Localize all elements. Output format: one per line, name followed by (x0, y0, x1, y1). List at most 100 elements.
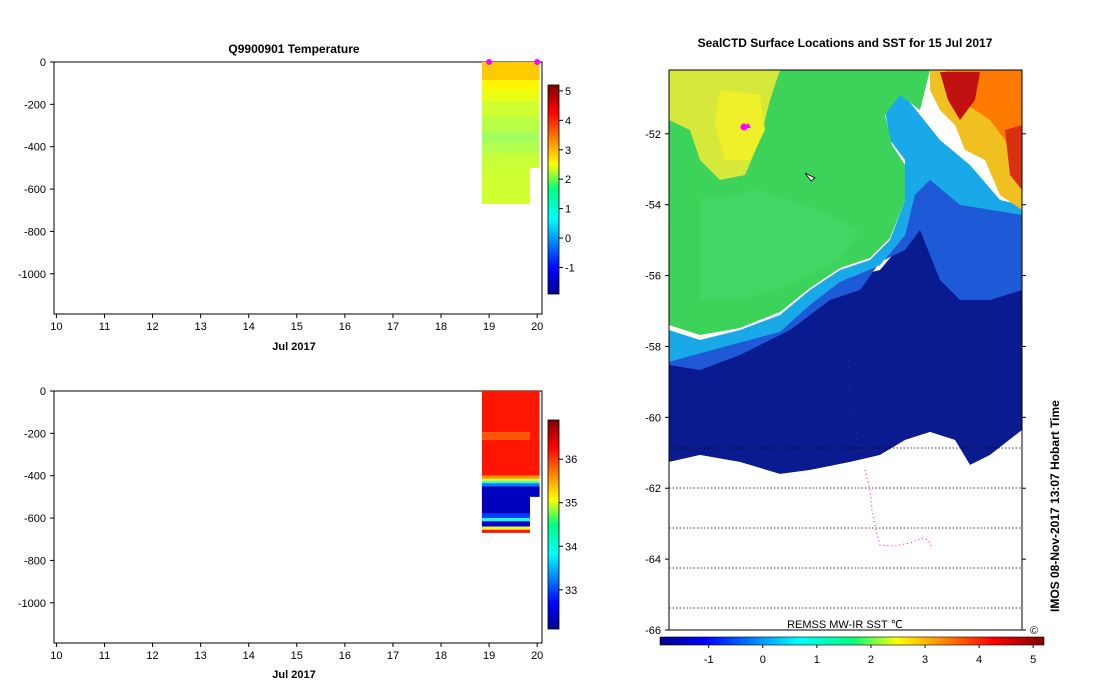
y-tick-label: -400 (24, 142, 46, 154)
heatmap-cell (529, 478, 540, 481)
x-tick-label: 14 (243, 650, 255, 662)
heatmap-cell (481, 526, 530, 530)
x-tick-label: 10 (50, 321, 62, 333)
y-tick-label: 0 (40, 57, 46, 69)
sst-field (669, 70, 1022, 630)
heatmap-cell (481, 432, 530, 440)
surface-markers (486, 59, 541, 65)
seal-position-marker (745, 123, 751, 128)
x-tick-label: 15 (291, 321, 303, 333)
heatmap-cell (481, 481, 530, 484)
sst-map-panel: SealCTD Surface Locations and SST for 15… (645, 36, 1062, 666)
map-y-tick-label: -54 (645, 200, 661, 212)
x-tick-label: 13 (195, 321, 207, 333)
temperature-panel: Q9900901 Temperature 10 11 12 13 14 15 16 17 18 1… (18, 42, 575, 353)
heatmap-cell (529, 80, 540, 90)
y-tick-label: -200 (24, 428, 46, 440)
y-tick-label: -200 (24, 99, 46, 111)
salinity-xlabel: Jul 2017 (272, 669, 315, 681)
x-tick-label: 11 (99, 321, 110, 333)
x-tick-label: 16 (339, 650, 351, 662)
temperature-colorbar (547, 84, 560, 295)
heatmap-cell (529, 62, 540, 80)
heatmap-cell (529, 483, 540, 487)
seal-position-marker (740, 123, 748, 131)
copyright-mark: © (1030, 625, 1038, 637)
colorbar-tick-label: 0 (565, 233, 571, 245)
y-tick-label: -600 (24, 513, 46, 525)
temperature-y-axis: 0 -200 -400 -600 -800 -1000 (18, 57, 54, 281)
x-tick-label: 13 (195, 650, 207, 662)
y-tick-label: -1000 (18, 598, 46, 610)
temperature-colorbar-ticks: 5 4 3 2 1 0 -1 (559, 86, 575, 275)
colorbar-tick-label: 35 (565, 498, 577, 510)
colorbar-tick-label: 3 (565, 145, 571, 157)
heatmap-cell (481, 475, 530, 479)
x-tick-label: 18 (435, 321, 447, 333)
map-colorbar-tick-label: 5 (1030, 654, 1036, 666)
heatmap-cell (481, 478, 530, 481)
heatmap-cell (481, 62, 530, 80)
heatmap-cell (529, 89, 540, 102)
heatmap-cell (481, 131, 530, 143)
colorbar-tick-label: 2 (565, 174, 571, 186)
x-tick-label: 14 (243, 321, 255, 333)
map-y-tick-label: -52 (645, 129, 661, 141)
y-tick-label: -800 (24, 226, 46, 238)
heatmap-cell (481, 391, 530, 433)
x-tick-label: 11 (99, 650, 110, 662)
map-colorbar-tick-label: 4 (976, 654, 982, 666)
salinity-y-axis: 0 -200 -400 -600 -800 -1000 (18, 386, 54, 610)
colorbar-tick-label: 36 (565, 454, 577, 466)
colorbar-tick-label: 33 (565, 585, 577, 597)
heatmap-cell (529, 391, 540, 476)
map-gridlines (669, 447, 1022, 609)
heatmap-cell (481, 518, 530, 522)
map-colorbar-ticks: -1012345687072747678808284 (704, 645, 1036, 666)
heatmap-cell (529, 153, 540, 168)
x-tick-label: 15 (291, 650, 303, 662)
seal-track (847, 354, 863, 461)
seal-position-marker (804, 172, 816, 182)
colorbar-tick-label: 5 (565, 86, 571, 98)
map-colorbar-tick-label: 0 (760, 654, 766, 666)
x-tick-label: 17 (387, 321, 399, 333)
salinity-plot-area (53, 390, 543, 644)
salinity-panel: 10 11 12 13 14 15 16 17 18 19 20 0 -200 -400 -600 -800… (18, 386, 577, 681)
heatmap-cell (481, 80, 530, 90)
map-y-tick-label: -62 (645, 483, 661, 495)
map-colorbar-tick-label: -1 (704, 654, 714, 666)
colorbar-tick-label: 34 (565, 541, 577, 553)
map-colorbar (659, 636, 1045, 646)
map-frame (668, 69, 1023, 631)
temperature-title: Q9900901 Temperature (228, 42, 360, 56)
temperature-cells (481, 62, 540, 204)
x-tick-label: 12 (146, 650, 158, 662)
y-tick-label: 0 (40, 386, 46, 398)
salinity-colorbar-ticks: 36 35 34 33 (559, 454, 577, 597)
colorbar-tick-label: -1 (565, 263, 575, 275)
x-tick-label: 10 (50, 650, 62, 662)
x-tick-label: 20 (531, 650, 543, 662)
heatmap-cell (481, 89, 530, 102)
salinity-x-axis: 10 11 12 13 14 15 16 17 18 19 20 (50, 643, 543, 662)
y-tick-label: -400 (24, 471, 46, 483)
heatmap-cell (481, 153, 530, 168)
map-title: SealCTD Surface Locations and SST for 15… (698, 36, 993, 50)
x-tick-label: 12 (146, 321, 158, 333)
map-y-tick-label: -64 (645, 554, 661, 566)
x-tick-label: 16 (339, 321, 351, 333)
heatmap-cell (529, 481, 540, 484)
heatmap-cell (481, 167, 530, 204)
heatmap-cell (481, 529, 530, 533)
heatmap-cell (481, 521, 530, 527)
y-tick-label: -800 (24, 555, 46, 567)
heatmap-cell (481, 117, 530, 132)
temperature-xlabel: Jul 2017 (272, 341, 315, 353)
map-y-tick-label: -56 (645, 271, 661, 283)
heatmap-cell (481, 513, 530, 519)
temperature-x-axis: 10 11 12 13 14 15 16 17 18 19 20 (50, 314, 543, 333)
salinity-cells (481, 391, 540, 533)
map-y-tick-label: -66 (645, 625, 661, 637)
